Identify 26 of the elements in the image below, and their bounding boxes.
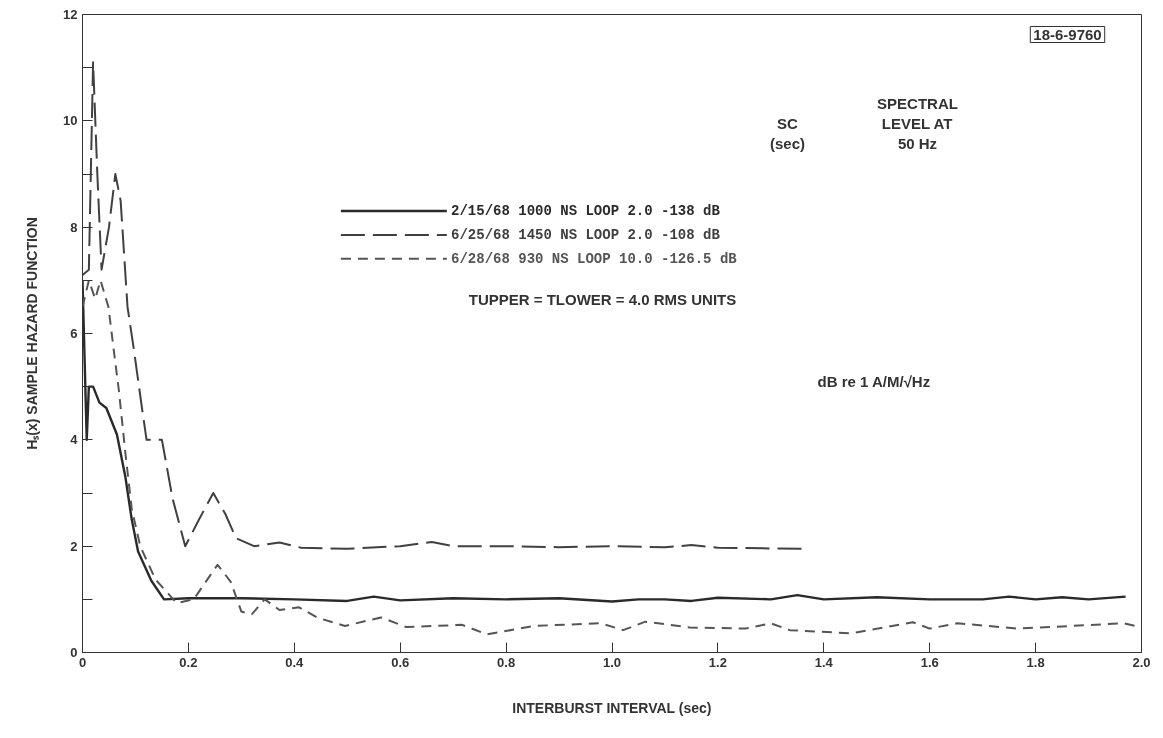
- annotation: SC (sec): [769, 115, 806, 153]
- y-axis-title: Hₛ(x) SAMPLE HAZARD FUNCTION: [24, 217, 41, 450]
- annotation: TUPPER = TLOWER = 4.0 RMS UNITS: [468, 290, 737, 308]
- annotation: 18-6-9760: [1033, 25, 1102, 43]
- text: 6/28/68 930 NS LOOP 10.0 -126.5 dB: [451, 250, 738, 267]
- annotation: SPECTRAL LEVEL AT 50 Hz: [877, 94, 958, 153]
- text: 6/25/68 1450 NS LOOP 2.0 -108 dB: [451, 226, 721, 243]
- y-tick-label: 12: [63, 7, 78, 22]
- y-tick-label: 6: [70, 326, 78, 341]
- y-tick-label: 10: [63, 113, 78, 129]
- x-tick-label: 1.4: [814, 654, 834, 670]
- x-tick-label: 0.2: [179, 654, 198, 670]
- x-tick-label: 1.6: [920, 654, 939, 670]
- x-axis-title: INTERBURST INTERVAL (sec): [512, 699, 712, 716]
- x-tick-label: 1.2: [708, 654, 727, 670]
- x-tick-label: 2.0: [1132, 654, 1151, 670]
- x-tick-label: 1.0: [602, 654, 622, 670]
- x-tick-label: 0.6: [391, 654, 410, 670]
- x-tick-label: 0.4: [285, 654, 305, 670]
- y-tick-label: 2: [70, 538, 78, 554]
- annotation: dB re 1 A/M/√Hz: [817, 372, 931, 390]
- x-tick-label: 0.8: [497, 654, 516, 670]
- x-tick-label: 1.8: [1026, 654, 1045, 670]
- text: 2/15/68 1000 NS LOOP 2.0 -138 dB: [451, 203, 721, 219]
- y-tick-label: 8: [70, 219, 78, 235]
- y-tick-label: 4: [70, 432, 79, 448]
